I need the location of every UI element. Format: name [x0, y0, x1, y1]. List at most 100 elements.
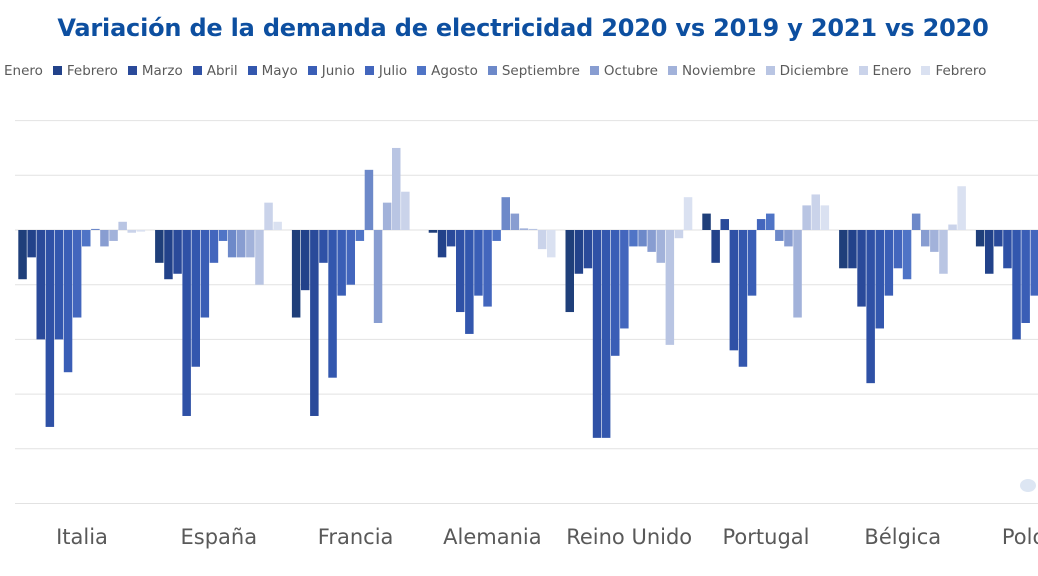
bar[interactable] — [738, 230, 748, 367]
bar[interactable] — [975, 230, 985, 247]
legend-item[interactable]: Octubre — [589, 63, 658, 79]
bar[interactable] — [255, 230, 264, 285]
bar[interactable] — [756, 219, 766, 230]
bar[interactable] — [474, 230, 483, 296]
bar[interactable] — [884, 230, 894, 296]
legend-item[interactable]: Noviembre — [667, 63, 756, 79]
bar[interactable] — [136, 230, 146, 232]
bar[interactable] — [665, 230, 675, 345]
bar[interactable] — [583, 230, 593, 269]
legend-item[interactable]: Julio — [364, 63, 407, 79]
legend-item[interactable]: Junio — [307, 63, 355, 79]
bar[interactable] — [109, 230, 118, 241]
bar[interactable] — [437, 230, 447, 258]
bar[interactable] — [510, 213, 520, 230]
bar[interactable] — [820, 205, 830, 230]
bar[interactable] — [373, 230, 383, 323]
bar[interactable] — [364, 169, 374, 230]
bar[interactable] — [27, 230, 36, 258]
bar[interactable] — [802, 205, 811, 230]
legend-item[interactable]: Febrero — [52, 63, 118, 79]
bar[interactable] — [848, 230, 857, 269]
bar[interactable] — [911, 213, 921, 230]
bar[interactable] — [291, 230, 301, 318]
bar[interactable] — [36, 230, 46, 340]
bar[interactable] — [200, 230, 210, 318]
bar[interactable] — [164, 230, 173, 280]
bar[interactable] — [565, 230, 575, 313]
bar[interactable] — [446, 230, 456, 247]
bar[interactable] — [82, 230, 91, 247]
bar[interactable] — [939, 230, 948, 274]
bar[interactable] — [784, 230, 793, 247]
bar[interactable] — [45, 230, 55, 427]
legend-item[interactable]: Febrero — [921, 63, 986, 79]
bar[interactable] — [54, 230, 64, 340]
bar[interactable] — [382, 202, 392, 230]
bar[interactable] — [18, 230, 27, 280]
legend-item[interactable]: Diciembre — [765, 63, 849, 79]
bar[interactable] — [264, 202, 273, 230]
bar[interactable] — [875, 230, 885, 329]
bar[interactable] — [611, 230, 620, 356]
bar[interactable] — [620, 230, 629, 329]
bar[interactable] — [91, 228, 100, 230]
bar[interactable] — [547, 230, 556, 258]
bar[interactable] — [1021, 230, 1030, 323]
bar[interactable] — [775, 230, 784, 241]
bar[interactable] — [465, 230, 474, 334]
legend-item[interactable]: Enero — [858, 63, 911, 79]
bar[interactable] — [301, 230, 310, 291]
bar[interactable] — [1003, 230, 1012, 269]
bar[interactable] — [428, 230, 438, 233]
bar[interactable] — [656, 230, 666, 263]
bar[interactable] — [839, 230, 848, 269]
bar[interactable] — [766, 213, 775, 230]
bar[interactable] — [729, 230, 739, 351]
bar[interactable] — [155, 230, 164, 263]
bar[interactable] — [355, 230, 365, 241]
bar[interactable] — [674, 230, 684, 239]
bar[interactable] — [921, 230, 930, 247]
bar[interactable] — [866, 230, 875, 384]
bar[interactable] — [647, 230, 656, 252]
bar[interactable] — [319, 230, 328, 263]
bar[interactable] — [638, 230, 647, 247]
bar[interactable] — [100, 230, 109, 247]
bar[interactable] — [747, 230, 757, 296]
bar[interactable] — [1012, 230, 1021, 340]
legend-item[interactable]: Mayo — [247, 63, 298, 79]
bar[interactable] — [629, 230, 638, 247]
bar[interactable] — [328, 230, 337, 378]
bar[interactable] — [227, 230, 237, 258]
bar[interactable] — [72, 230, 82, 318]
bar[interactable] — [392, 147, 401, 230]
bar[interactable] — [127, 230, 137, 233]
bar[interactable] — [237, 230, 246, 258]
scroll-indicator[interactable] — [1020, 479, 1036, 492]
bar[interactable] — [592, 230, 602, 438]
bar[interactable] — [601, 230, 611, 438]
bar[interactable] — [893, 230, 903, 269]
bar[interactable] — [683, 197, 693, 230]
bar[interactable] — [191, 230, 201, 367]
bar[interactable] — [310, 230, 319, 416]
bar[interactable] — [902, 230, 912, 280]
bar[interactable] — [273, 221, 282, 230]
bar[interactable] — [528, 228, 538, 230]
bar[interactable] — [811, 194, 821, 230]
bar[interactable] — [209, 230, 219, 263]
bar[interactable] — [346, 230, 356, 285]
bar[interactable] — [492, 230, 501, 241]
bar[interactable] — [537, 230, 547, 250]
bar[interactable] — [401, 191, 410, 230]
bar[interactable] — [857, 230, 866, 307]
bar[interactable] — [720, 219, 730, 230]
legend-item[interactable]: Agosto — [417, 63, 478, 79]
legend-item[interactable]: Abril — [192, 63, 238, 79]
bar[interactable] — [456, 230, 465, 313]
legend-item[interactable]: Marzo — [127, 63, 183, 79]
bar[interactable] — [182, 230, 191, 416]
bar[interactable] — [63, 230, 73, 373]
bar[interactable] — [337, 230, 346, 296]
